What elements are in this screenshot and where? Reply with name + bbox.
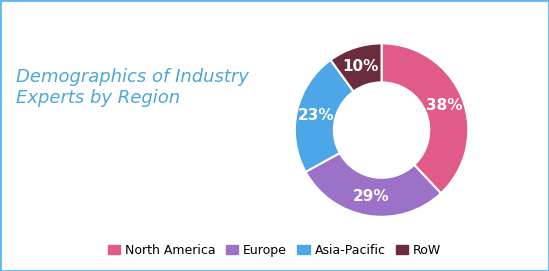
Text: 29%: 29% [352, 189, 389, 204]
Wedge shape [306, 153, 441, 217]
Wedge shape [382, 43, 468, 193]
Wedge shape [295, 60, 354, 172]
Text: Demographics of Industry
Experts by Region: Demographics of Industry Experts by Regi… [16, 68, 249, 107]
Text: 23%: 23% [298, 108, 334, 123]
Text: 38%: 38% [426, 98, 462, 113]
Wedge shape [330, 43, 382, 92]
Text: 10%: 10% [343, 59, 379, 74]
Legend: North America, Europe, Asia-Pacific, RoW: North America, Europe, Asia-Pacific, RoW [103, 239, 446, 262]
